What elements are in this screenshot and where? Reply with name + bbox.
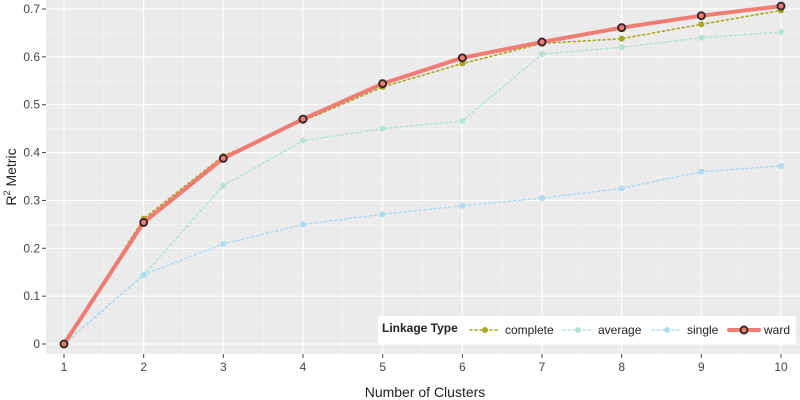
plot-background: [46, 0, 800, 354]
legend-label: ward: [763, 323, 790, 337]
legend: Linkage Type complete average single ward: [378, 316, 796, 344]
data-point-single: [459, 202, 466, 209]
data-point-average: [459, 117, 466, 124]
legend-label: single: [687, 323, 719, 337]
y-tick-label: 0.3: [23, 193, 40, 207]
legend-background: [378, 316, 796, 344]
data-point-ward: [218, 153, 228, 163]
y-axis-title-sup: 2: [2, 190, 12, 195]
y-axis-title-rest: Metric: [3, 148, 19, 190]
data-point-single: [379, 211, 386, 218]
y-tick-label: 0.2: [23, 241, 40, 255]
legend-title: Linkage Type: [382, 321, 458, 335]
y-tick-label: 0.6: [23, 50, 40, 64]
x-tick-label: 1: [61, 360, 68, 374]
data-point-single: [539, 195, 545, 202]
legend-items: complete average single ward: [469, 323, 790, 337]
data-point-ward: [696, 11, 706, 21]
y-tick-label: 0.1: [23, 289, 40, 303]
data-point-complete: [459, 60, 466, 67]
data-point-average: [220, 182, 227, 189]
data-point-average: [539, 50, 545, 57]
x-tick-label: 9: [698, 360, 705, 374]
legend-label: average: [598, 323, 642, 337]
legend-key-marker: [739, 325, 749, 335]
y-axis-title: R2 Metric: [2, 148, 19, 205]
x-tick-label: 10: [774, 360, 788, 374]
series-ward: [59, 1, 786, 349]
data-point-single: [300, 221, 306, 228]
data-point-single: [140, 271, 147, 278]
data-point-ward: [776, 1, 786, 11]
data-point-ward: [59, 339, 69, 349]
series-layer: [59, 1, 786, 349]
legend-key-marker: [482, 327, 488, 333]
y-axis: 0 0.1 0.2 0.3 0.4 0.5 0.6 0.7: [23, 2, 46, 351]
data-point-ward: [457, 53, 467, 63]
y-axis-title-main: R: [3, 195, 19, 205]
data-point-average: [618, 44, 625, 51]
data-point-complete: [698, 21, 705, 28]
series-line-single: [63, 165, 782, 345]
x-tick-label: 8: [618, 360, 625, 374]
x-axis: 1 2 3 4 5 6 7 8 9 10: [61, 354, 788, 374]
data-point-ward: [139, 217, 149, 227]
data-point-average: [698, 34, 705, 41]
x-axis-title: Number of Clusters: [365, 384, 486, 400]
x-tick-label: 6: [459, 360, 466, 374]
y-tick-label: 0: [33, 337, 40, 351]
legend-key-marker: [664, 327, 670, 333]
x-tick-label: 5: [379, 360, 386, 374]
data-point-ward: [617, 23, 627, 33]
series-average: [61, 28, 784, 347]
data-point-ward: [537, 37, 547, 47]
data-point-complete: [618, 35, 625, 42]
data-point-single: [220, 240, 227, 247]
legend-item-ward: ward: [727, 323, 790, 337]
x-tick-label: 4: [300, 360, 307, 374]
data-point-single: [698, 168, 705, 175]
series-line-complete: [63, 9, 782, 345]
data-point-average: [300, 137, 306, 144]
grid: [46, 0, 800, 354]
y-tick-label: 0.7: [23, 2, 40, 16]
x-tick-label: 7: [539, 360, 546, 374]
x-tick-label: 2: [140, 360, 147, 374]
data-point-single: [778, 162, 784, 169]
series-line-ward: [62, 4, 783, 346]
y-tick-label: 0.4: [23, 146, 40, 160]
data-point-single: [618, 185, 625, 192]
legend-item-complete: complete: [469, 323, 554, 337]
legend-item-single: single: [651, 323, 719, 337]
legend-label: complete: [505, 323, 554, 337]
data-point-average: [778, 28, 784, 35]
legend-item-average: average: [562, 323, 642, 337]
legend-key-marker: [575, 327, 581, 333]
data-point-ward: [378, 79, 388, 89]
series-line-average: [63, 31, 782, 345]
data-point-ward: [298, 114, 308, 124]
x-tick-label: 3: [220, 360, 227, 374]
data-point-average: [379, 125, 386, 132]
y-tick-label: 0.5: [23, 98, 40, 112]
